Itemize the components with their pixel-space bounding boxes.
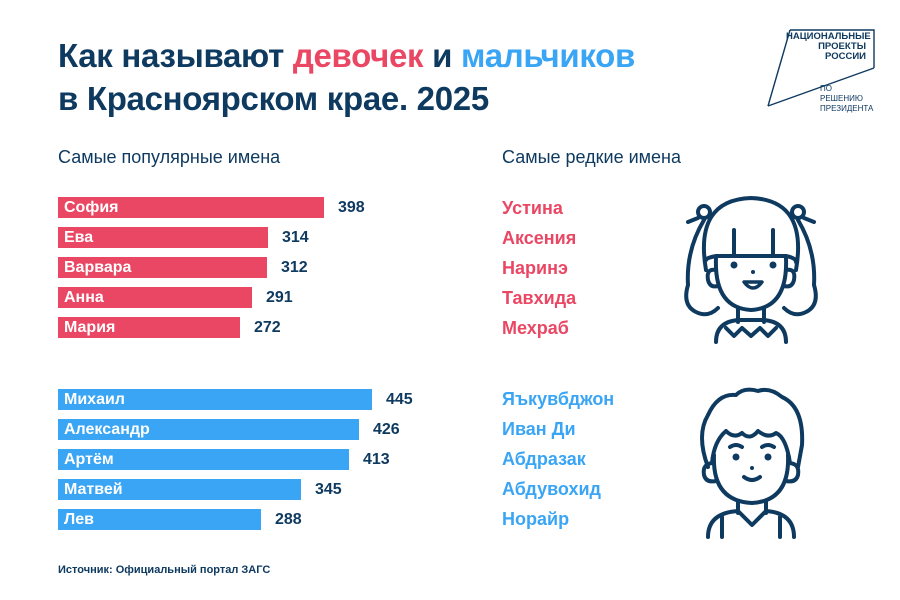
bar-value-label: 445 [386,391,413,408]
logo-title: НАЦИОНАЛЬНЫЕ ПРОЕКТЫ РОССИИ [786,31,871,62]
bar-category-label: Александр [64,421,150,438]
bar: Артём [58,449,349,470]
boy-face-icon [700,387,805,539]
bar-category-label: Лев [64,511,94,528]
source-note: Источник: Официальный портал ЗАГС [58,564,271,576]
bar-value-label: 413 [363,451,390,468]
girl-face-icon [684,196,818,344]
bar: София [58,197,324,218]
bar-category-label: София [64,199,119,216]
logo-line: ПО РЕШЕНИЮ [820,84,863,103]
bar-category-label: Матвей [64,481,123,498]
bar: Александр [58,419,359,440]
bar: Матвей [58,479,301,500]
logo-line: ПРЕЗИДЕНТА [820,104,874,113]
title-text: и [423,37,462,74]
rare-name-item: Тавхида [502,288,577,308]
bar-category-label: Мария [64,319,116,336]
bar-value-label: 426 [373,421,400,438]
rare-name-item: Иван Ди [502,419,576,439]
bar-value-label: 291 [266,289,293,306]
bar: Мария [58,317,240,338]
bar: Лев [58,509,261,530]
title-line-2: в Красноярском крае. 2025 [58,80,489,117]
bar: Михаил [58,389,372,410]
bar-category-label: Артём [64,451,114,468]
bar: Варвара [58,257,267,278]
bar: Анна [58,287,252,308]
logo-line: ПРОЕКТЫ [818,41,866,52]
rare-name-item: Аксения [502,228,577,248]
rare-name-item: Яъкувбджон [502,389,615,409]
logo-line: РОССИИ [825,51,866,62]
bar-value-label: 272 [254,319,281,336]
national-projects-logo: НАЦИОНАЛЬНЫЕ ПРОЕКТЫ РОССИИ ПО РЕШЕНИЮ П… [766,28,876,113]
logo-subtitle: ПО РЕШЕНИЮ ПРЕЗИДЕНТА [820,84,876,114]
popular-heading: Самые популярные имена [58,147,281,167]
rare-name-item: Устина [502,198,563,218]
bar-value-label: 345 [315,481,342,498]
rare-name-item: Абдразак [502,449,586,469]
rare-name-item: Наринэ [502,258,568,278]
bar-category-label: Варвара [64,259,132,276]
logo-line: НАЦИОНАЛЬНЫЕ [786,31,871,42]
bar-value-label: 288 [275,511,302,528]
title-line-1: Как называют девочек и мальчиков [58,34,635,77]
rare-name-item: Абдувохид [502,479,601,499]
bar-value-label: 314 [282,229,309,246]
rare-heading: Самые редкие имена [502,147,681,167]
bar-category-label: Ева [64,229,94,246]
bar-category-label: Анна [64,289,104,306]
bar-category-label: Михаил [64,391,125,408]
bar-value-label: 312 [281,259,308,276]
bar: Ева [58,227,268,248]
bar-value-label: 398 [338,199,365,216]
logo-frame-icon [767,29,875,107]
title-text: Как называют [58,37,293,74]
page-title: Как называют девочек и мальчиков в Красн… [58,34,635,120]
rare-name-item: Норайр [502,509,570,529]
title-girls-word: девочек [292,37,424,74]
rare-name-item: Мехраб [502,318,569,338]
title-boys-word: мальчиков [461,37,635,74]
